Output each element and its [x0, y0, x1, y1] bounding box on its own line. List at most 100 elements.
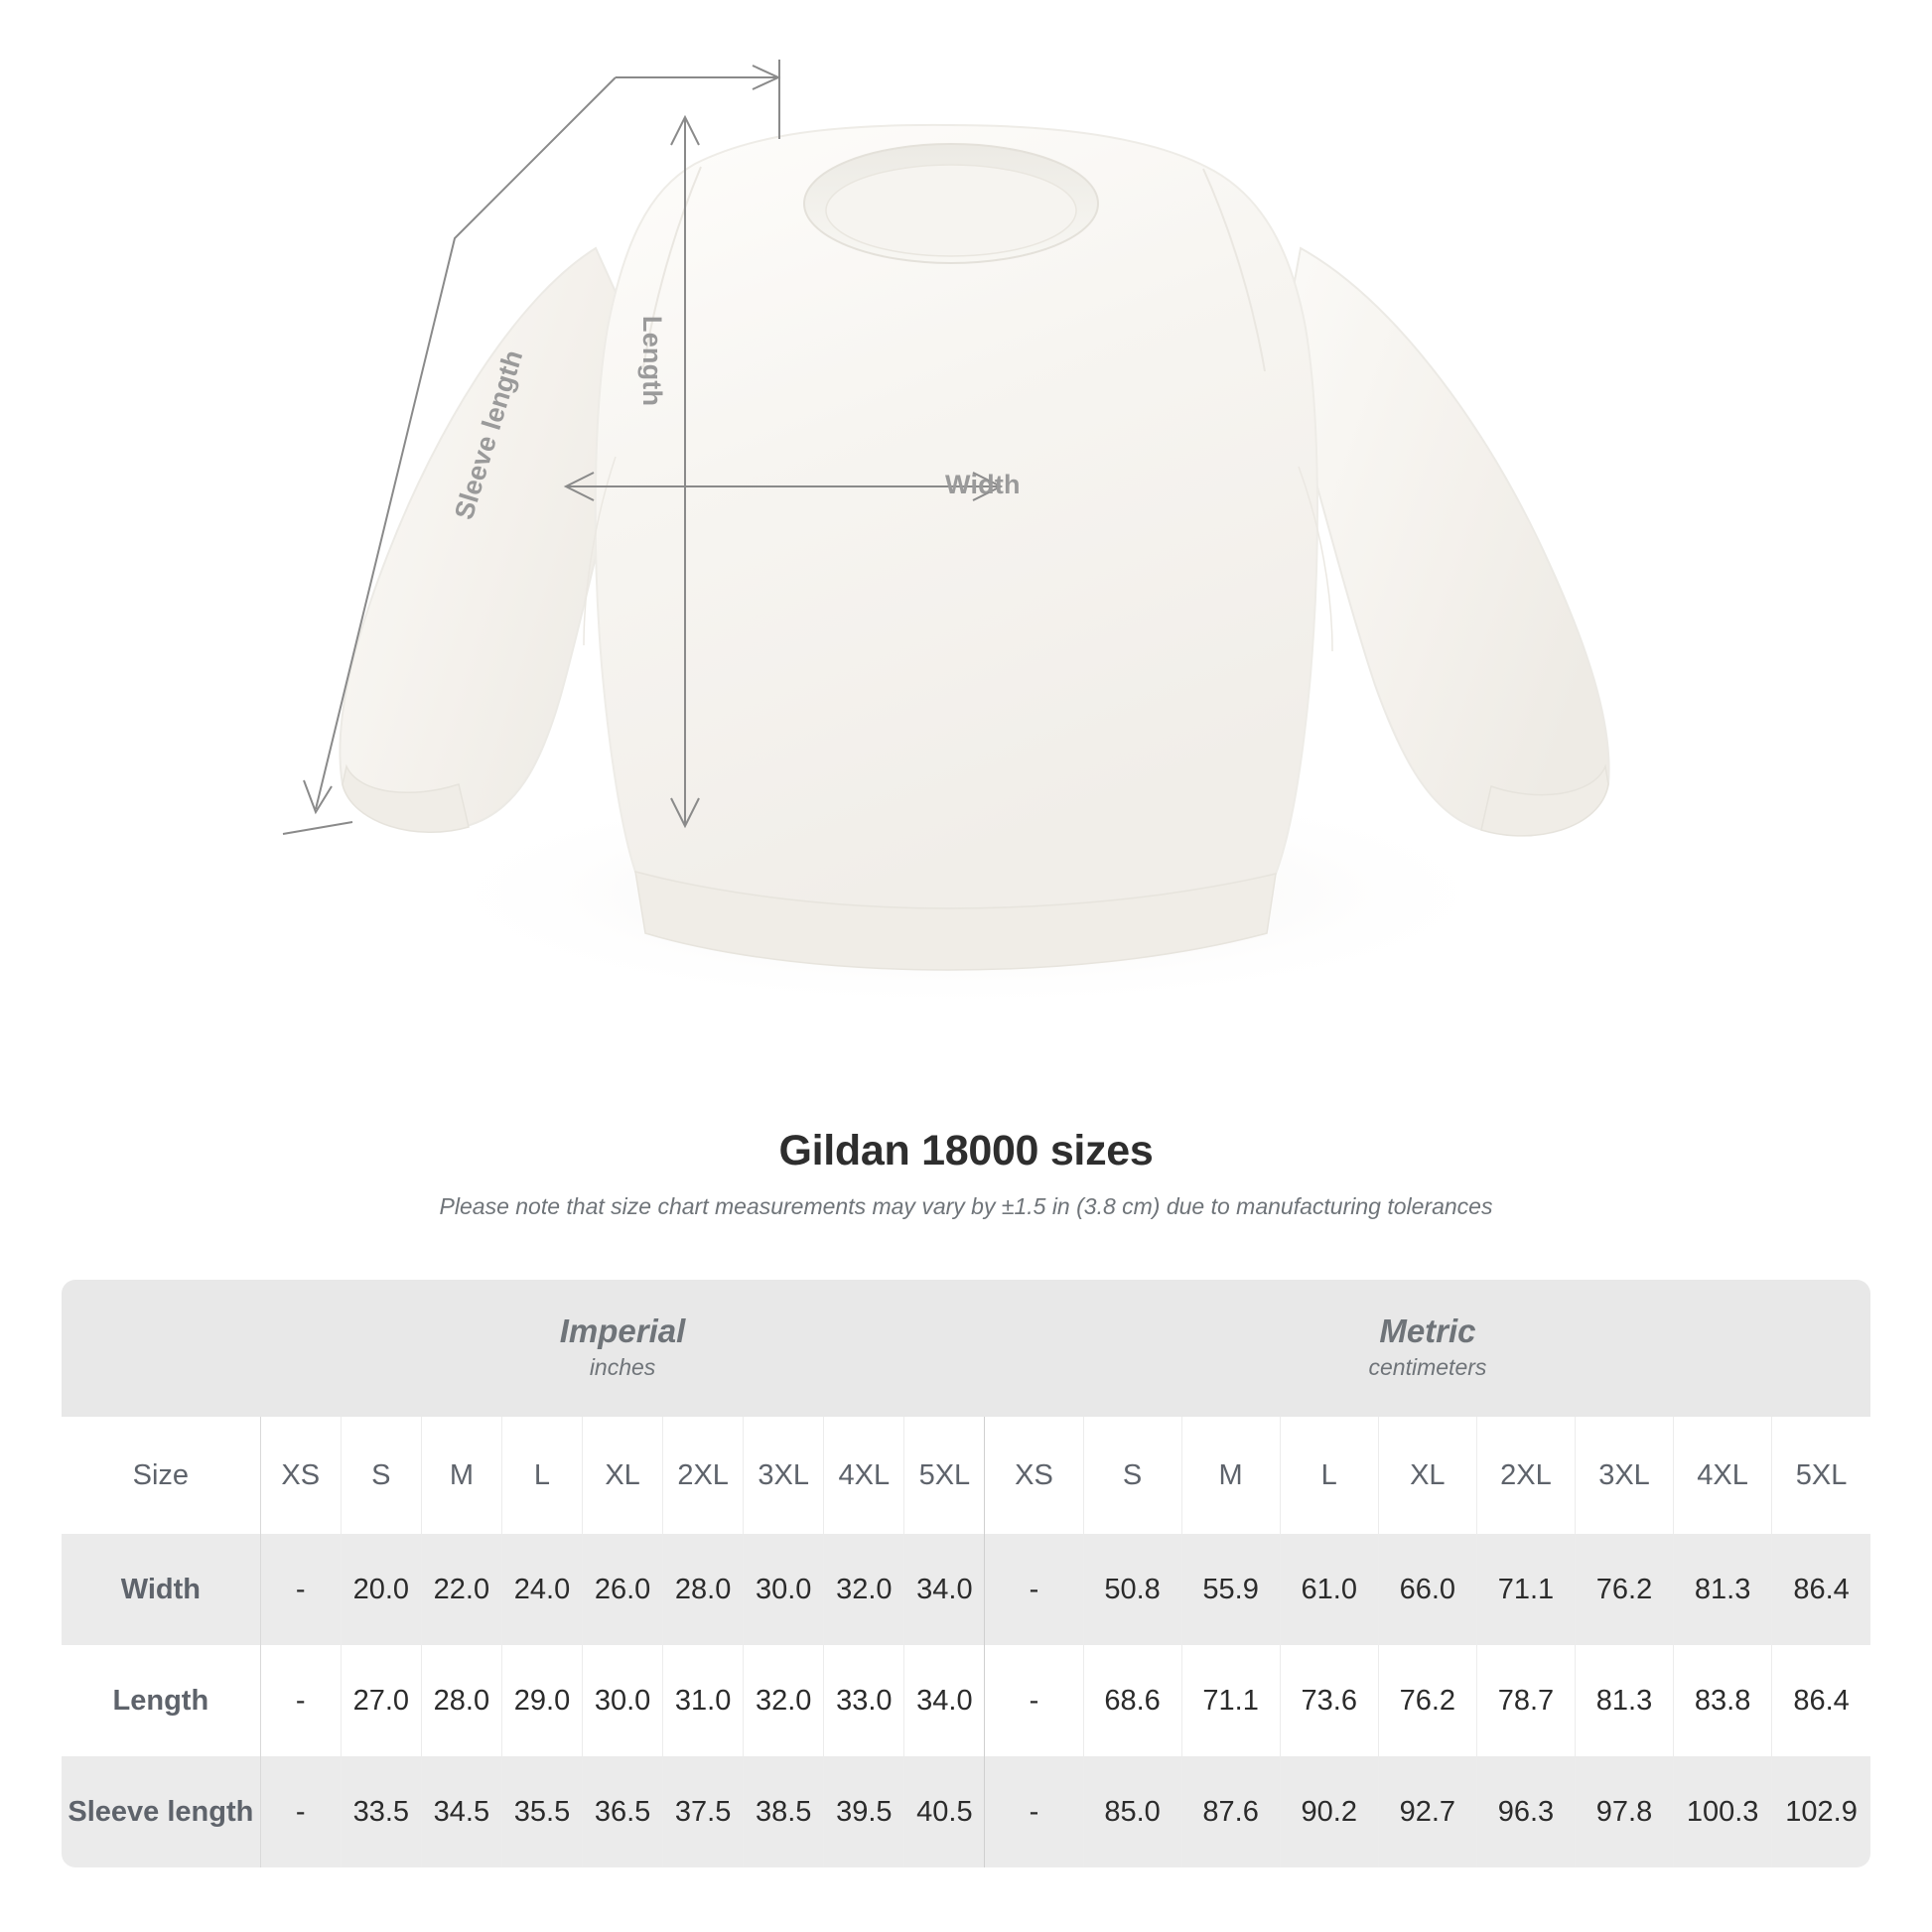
- size-header-imperial-m: M: [421, 1417, 502, 1534]
- cell-sleeve-imperial-3xl: 38.5: [743, 1756, 825, 1867]
- size-header-imperial-xs: XS: [260, 1417, 342, 1534]
- cell-width-metric-3xl: 76.2: [1575, 1534, 1675, 1645]
- width-label: Width: [945, 470, 1021, 499]
- cell-sleeve-metric-xs: -: [984, 1756, 1084, 1867]
- cell-length-metric-s: 68.6: [1083, 1645, 1182, 1756]
- unit-sub-metric: centimeters: [1368, 1353, 1487, 1380]
- length-arrow-top: [670, 114, 700, 146]
- cell-length-metric-3xl: 81.3: [1575, 1645, 1675, 1756]
- right-sleeve: [1279, 246, 1610, 836]
- cell-length-metric-4xl: 83.8: [1673, 1645, 1773, 1756]
- cell-length-imperial-l: 29.0: [501, 1645, 584, 1756]
- cell-sleeve-imperial-5xl: 40.5: [903, 1756, 986, 1867]
- cell-width-metric-xl: 66.0: [1378, 1534, 1477, 1645]
- cell-sleeve-metric-5xl: 102.9: [1771, 1756, 1870, 1867]
- cell-width-metric-5xl: 86.4: [1771, 1534, 1870, 1645]
- cell-sleeve-imperial-xs: -: [260, 1756, 342, 1867]
- size-header-imperial-l: L: [501, 1417, 584, 1534]
- cell-width-imperial-2xl: 28.0: [662, 1534, 745, 1645]
- cell-sleeve-metric-xl: 92.7: [1378, 1756, 1477, 1867]
- cell-width-imperial-l: 24.0: [501, 1534, 584, 1645]
- cell-length-metric-xs: -: [984, 1645, 1084, 1756]
- cell-sleeve-imperial-s: 33.5: [341, 1756, 422, 1867]
- size-header-imperial-2xl: 2XL: [662, 1417, 745, 1534]
- unit-system-band: Imperial inches Metric centimeters: [62, 1280, 1870, 1417]
- cell-width-imperial-xl: 26.0: [582, 1534, 664, 1645]
- size-header-metric-xs: XS: [984, 1417, 1084, 1534]
- tolerance-note: Please note that size chart measurements…: [439, 1193, 1493, 1219]
- left-cuff: [342, 763, 470, 833]
- cell-length-metric-m: 71.1: [1181, 1645, 1281, 1756]
- row-label-length: Length: [62, 1645, 261, 1756]
- cell-length-imperial-2xl: 31.0: [662, 1645, 745, 1756]
- cell-width-imperial-s: 20.0: [341, 1534, 422, 1645]
- right-armhole-seam: [1298, 466, 1333, 652]
- size-header-metric-2xl: 2XL: [1476, 1417, 1576, 1534]
- table-row: Sleeve length - 33.5 34.5 35.5 36.5 37.5…: [62, 1756, 1870, 1867]
- cell-width-metric-xs: -: [984, 1534, 1084, 1645]
- cell-sleeve-imperial-2xl: 37.5: [662, 1756, 745, 1867]
- cell-sleeve-metric-s: 85.0: [1083, 1756, 1182, 1867]
- cell-length-imperial-xs: -: [260, 1645, 342, 1756]
- cell-length-imperial-s: 27.0: [341, 1645, 422, 1756]
- left-shoulder-seam: [642, 166, 702, 368]
- cell-length-metric-xl: 76.2: [1378, 1645, 1477, 1756]
- cell-sleeve-metric-4xl: 100.3: [1673, 1756, 1773, 1867]
- cell-sleeve-imperial-4xl: 39.5: [823, 1756, 905, 1867]
- length-arrow-bottom: [670, 797, 700, 829]
- size-header-metric-m: M: [1181, 1417, 1281, 1534]
- row-label-width: Width: [62, 1534, 261, 1645]
- unit-header-imperial: Imperial inches: [260, 1280, 985, 1417]
- page-title: Gildan 18000 sizes: [778, 1127, 1154, 1174]
- cell-sleeve-metric-m: 87.6: [1181, 1756, 1281, 1867]
- chart-title-block: Gildan 18000 sizes Please note that size…: [0, 1127, 1932, 1220]
- cell-width-imperial-m: 22.0: [421, 1534, 502, 1645]
- right-shoulder-seam: [1202, 168, 1266, 372]
- length-label: Length: [637, 316, 667, 407]
- cell-width-metric-l: 61.0: [1280, 1534, 1379, 1645]
- cell-width-imperial-5xl: 34.0: [903, 1534, 986, 1645]
- cell-length-metric-5xl: 86.4: [1771, 1645, 1870, 1756]
- sleeve-bottom-arrow: [303, 779, 333, 815]
- bottom-hem: [634, 870, 1277, 971]
- size-header-imperial-s: S: [341, 1417, 422, 1534]
- neck-opening: [825, 164, 1077, 257]
- cell-width-imperial-4xl: 32.0: [823, 1534, 905, 1645]
- size-header-metric-xl: XL: [1378, 1417, 1477, 1534]
- cell-width-metric-4xl: 81.3: [1673, 1534, 1773, 1645]
- size-header-label: Size: [62, 1417, 261, 1534]
- left-armhole-seam: [583, 456, 617, 646]
- size-header-imperial-5xl: 5XL: [903, 1417, 986, 1534]
- product-photo-area: Length Width Sleeve length: [282, 60, 1610, 1013]
- cell-sleeve-metric-3xl: 97.8: [1575, 1756, 1675, 1867]
- unit-header-metric: Metric centimeters: [984, 1280, 1870, 1417]
- cell-length-metric-l: 73.6: [1280, 1645, 1379, 1756]
- measurement-lines: [282, 60, 1004, 835]
- cell-width-imperial-3xl: 30.0: [743, 1534, 825, 1645]
- unit-sub-imperial: inches: [589, 1353, 656, 1380]
- cell-length-imperial-4xl: 33.0: [823, 1645, 905, 1756]
- row-label-sleeve-length: Sleeve length: [62, 1756, 261, 1867]
- cell-width-metric-2xl: 71.1: [1476, 1534, 1576, 1645]
- unit-name-imperial: Imperial: [559, 1311, 686, 1349]
- size-table: Imperial inches Metric centimeters Size …: [62, 1280, 1870, 1867]
- cell-length-imperial-xl: 30.0: [582, 1645, 664, 1756]
- size-header-imperial-3xl: 3XL: [743, 1417, 825, 1534]
- table-row: Length - 27.0 28.0 29.0 30.0 31.0 32.0 3…: [62, 1645, 1870, 1756]
- size-header-metric-4xl: 4XL: [1673, 1417, 1773, 1534]
- unit-name-metric: Metric: [1379, 1311, 1476, 1349]
- cell-width-metric-s: 50.8: [1083, 1534, 1182, 1645]
- sleeve-length-line: [315, 76, 617, 810]
- size-header-metric-l: L: [1280, 1417, 1379, 1534]
- size-header-imperial-4xl: 4XL: [823, 1417, 905, 1534]
- cell-width-metric-m: 55.9: [1181, 1534, 1281, 1645]
- cell-width-imperial-xs: -: [260, 1534, 342, 1645]
- cell-length-imperial-3xl: 32.0: [743, 1645, 825, 1756]
- size-header-imperial-xl: XL: [582, 1417, 664, 1534]
- unit-band-spacer: [62, 1280, 261, 1417]
- width-arrow-right: [972, 472, 1004, 501]
- table-row: Width - 20.0 22.0 24.0 26.0 28.0 30.0 32…: [62, 1534, 1870, 1645]
- size-header-metric-3xl: 3XL: [1575, 1417, 1675, 1534]
- size-header-metric-s: S: [1083, 1417, 1182, 1534]
